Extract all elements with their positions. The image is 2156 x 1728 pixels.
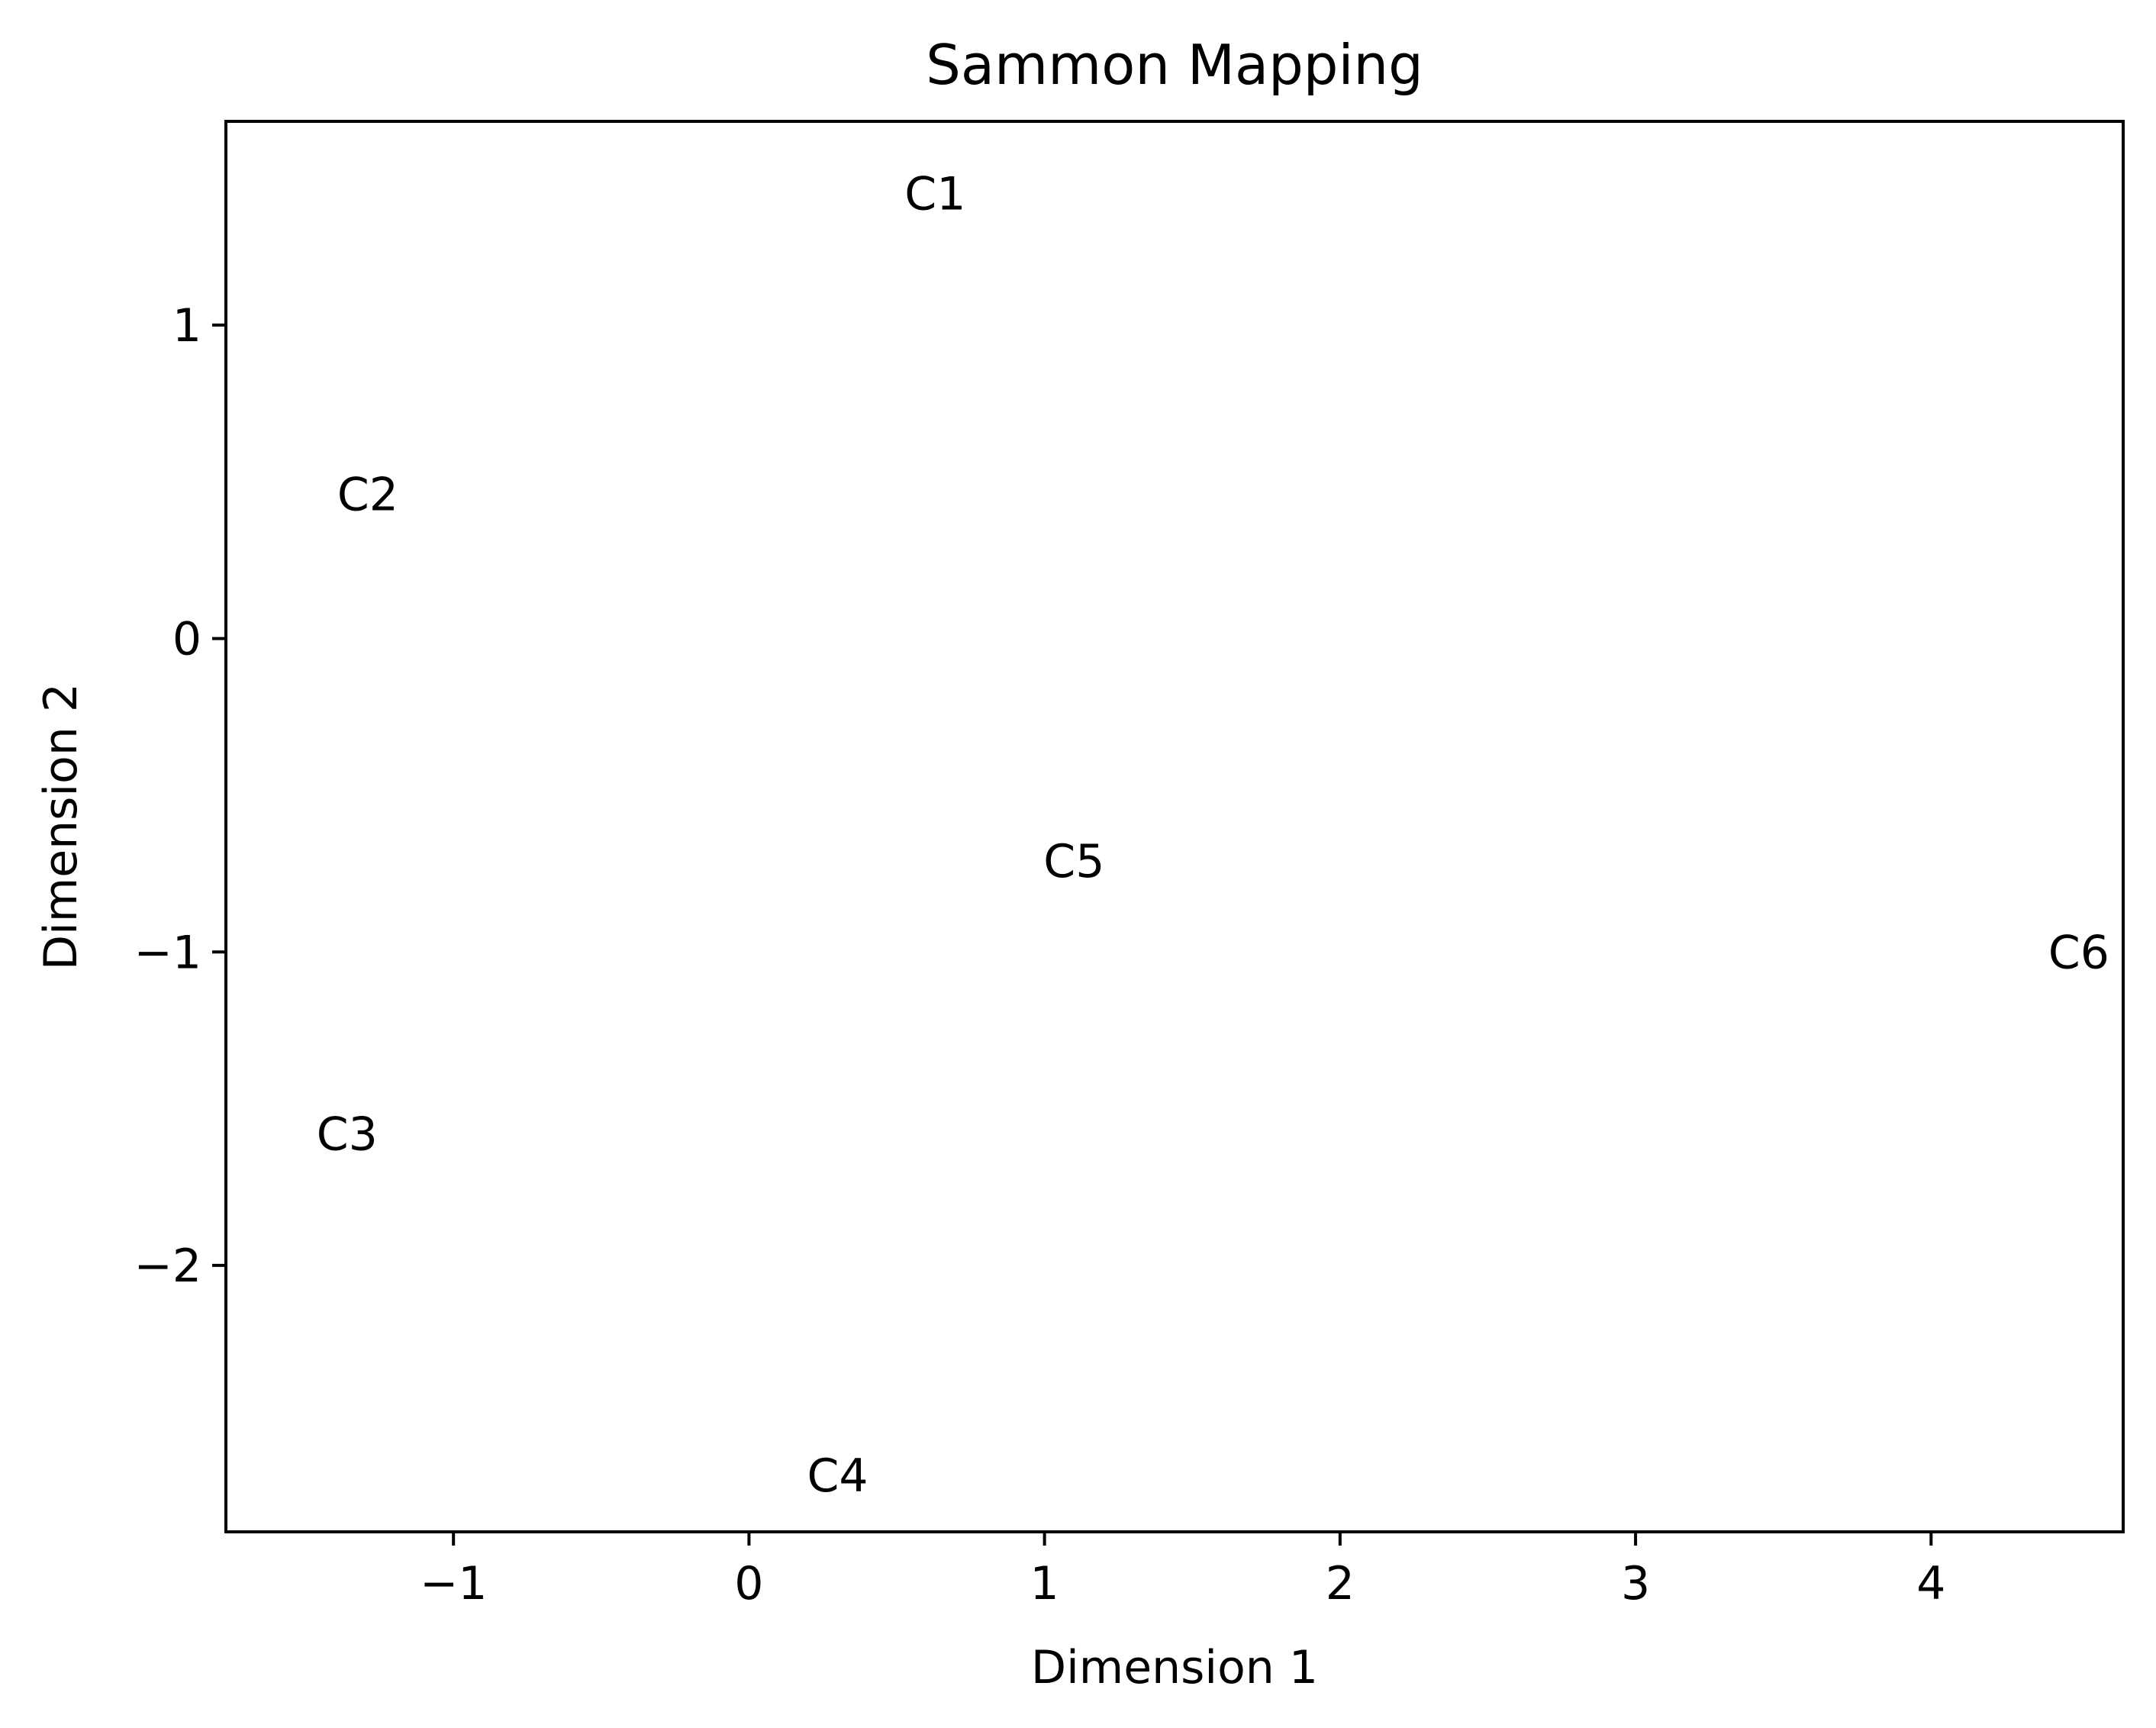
- point-label-c2: C2: [337, 469, 398, 522]
- y-axis-label: Dimension 2: [34, 683, 88, 970]
- y-tick-label: 0: [172, 613, 201, 666]
- x-tick-label: −1: [420, 1557, 487, 1610]
- y-tick-label: 1: [172, 299, 201, 353]
- point-label-c3: C3: [317, 1107, 378, 1161]
- point-label-c1: C1: [904, 167, 965, 221]
- chart-title: Sammon Mapping: [926, 33, 1423, 97]
- point-label-c4: C4: [807, 1449, 869, 1503]
- plot-frame: [224, 120, 2125, 1533]
- x-tick-label: 2: [1326, 1557, 1355, 1610]
- x-tick-label: 1: [1030, 1557, 1059, 1610]
- x-tick-label: 4: [1916, 1557, 1945, 1610]
- y-tick-label: −2: [134, 1240, 201, 1293]
- x-tick-label: 0: [734, 1557, 763, 1610]
- x-tick-label: 3: [1621, 1557, 1650, 1610]
- point-label-c6: C6: [2048, 926, 2109, 979]
- y-tick-label: −1: [134, 926, 201, 979]
- x-axis-label: Dimension 1: [1031, 1641, 1318, 1694]
- point-labels: C1 C2 C3 C4 C5 C6: [317, 167, 2109, 1503]
- y-axis-ticks: 1 0 −1 −2: [134, 299, 226, 1293]
- point-label-c5: C5: [1043, 835, 1104, 888]
- x-axis-ticks: −1 0 1 2 3 4: [420, 1532, 1945, 1610]
